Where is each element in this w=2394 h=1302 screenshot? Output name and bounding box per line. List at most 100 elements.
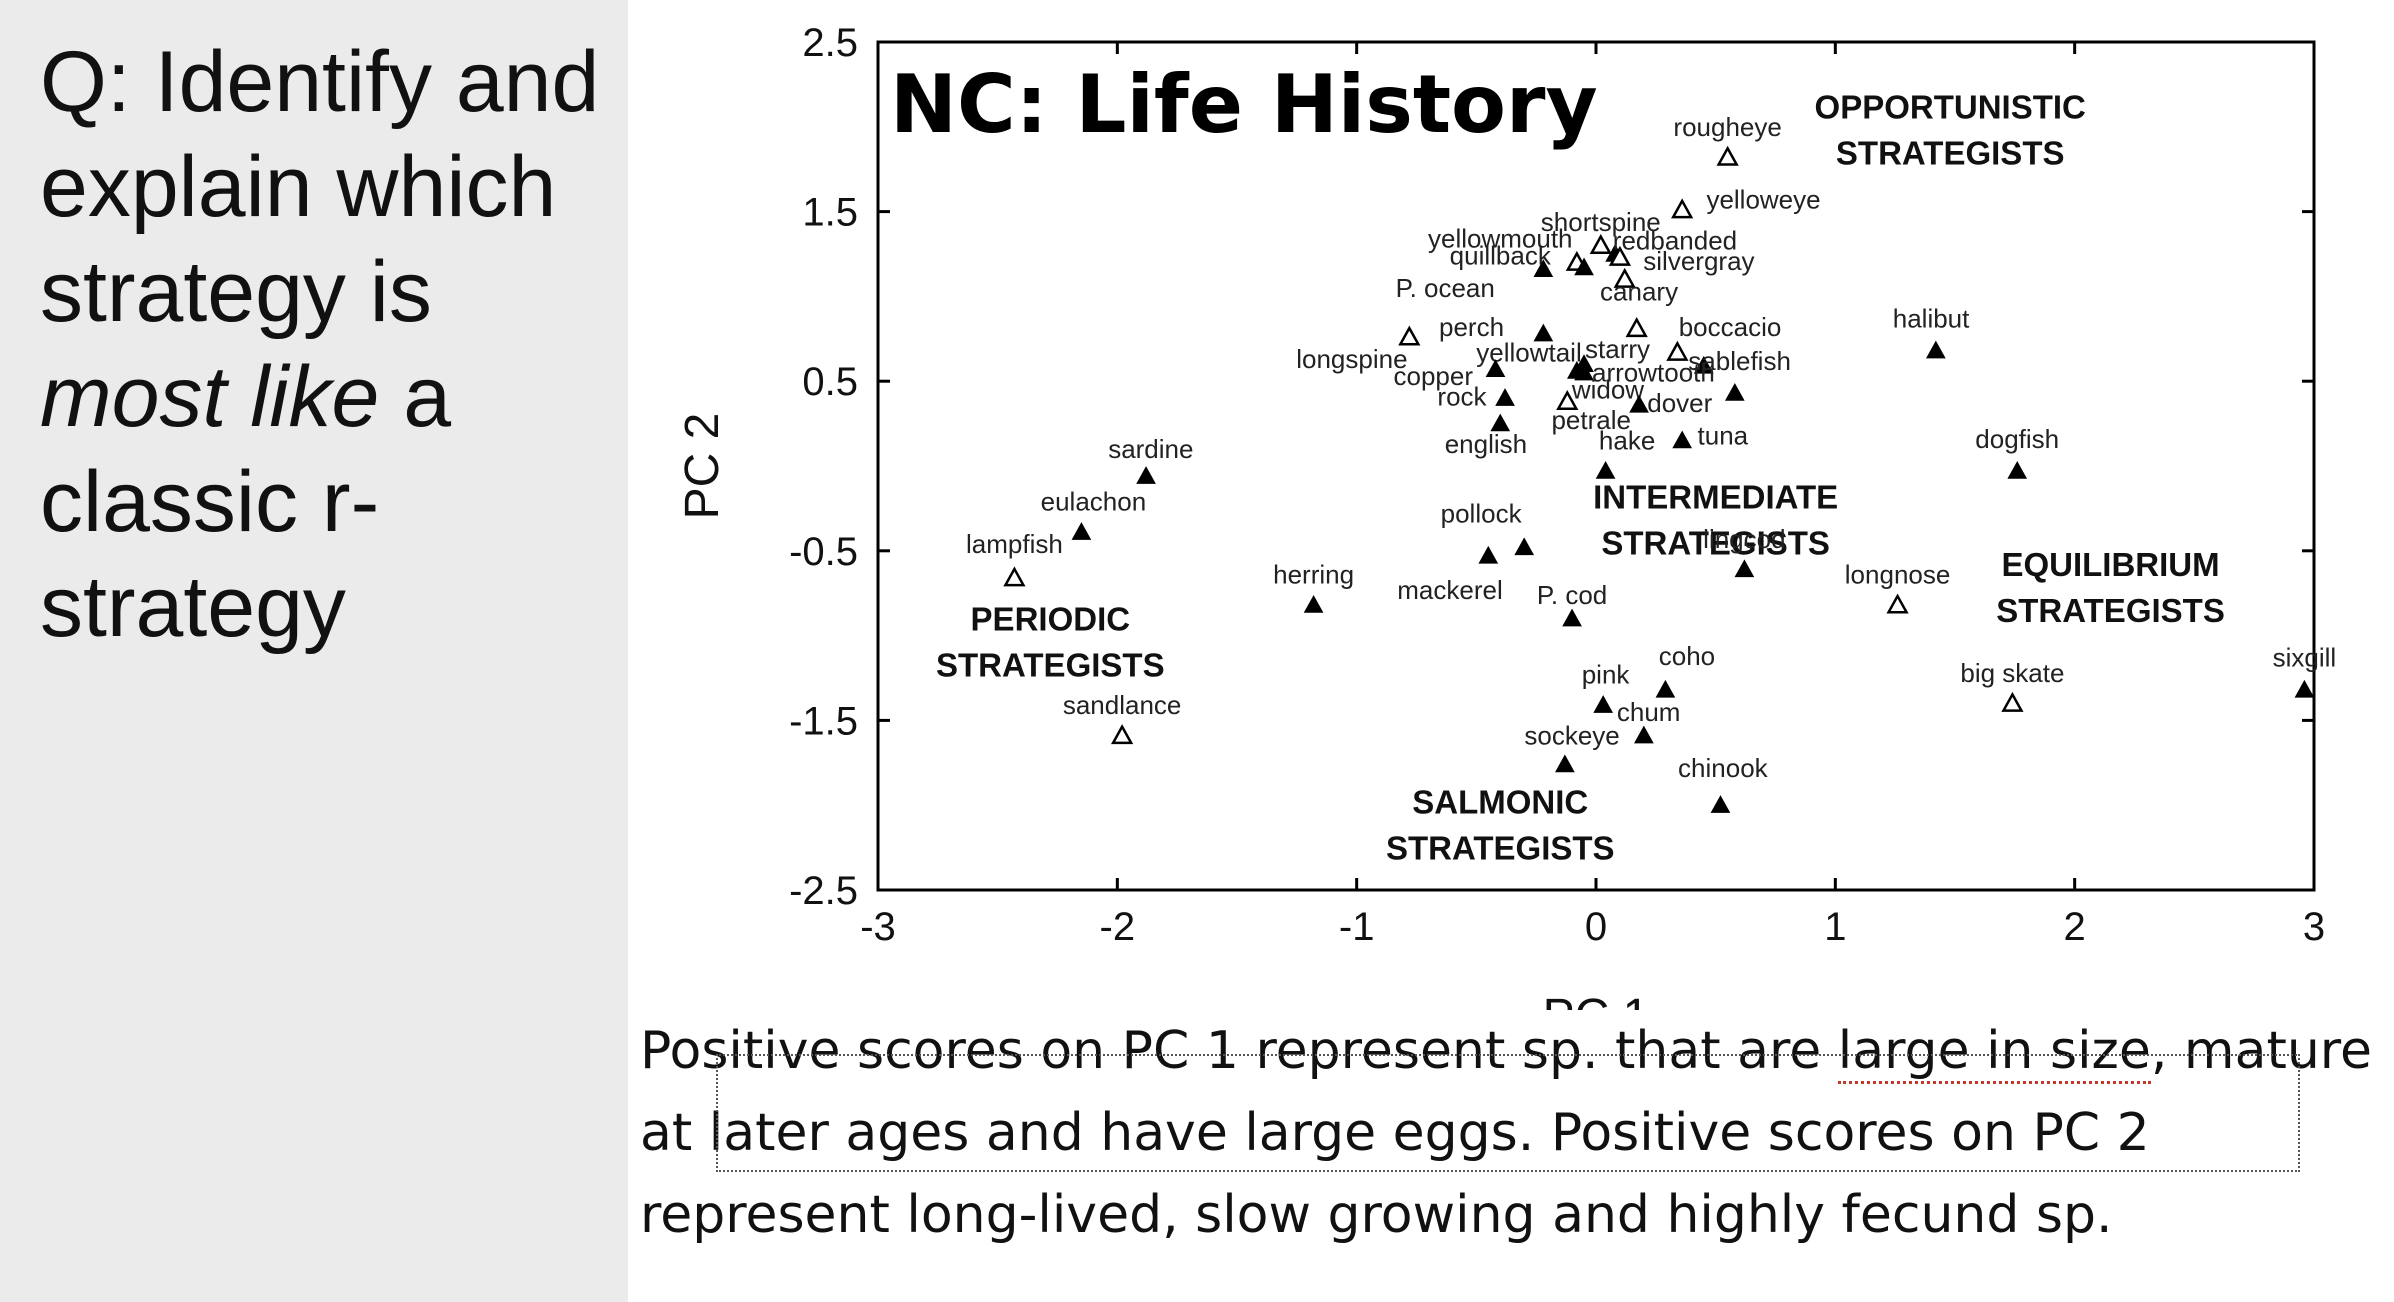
species-label: herring bbox=[1273, 560, 1354, 590]
species-point-marker bbox=[1724, 383, 1745, 401]
species-label: sardine bbox=[1108, 434, 1193, 464]
pc-explanation-caption: Positive scores on PC 1 represent sp. th… bbox=[640, 1010, 2380, 1256]
caption-part2: , mature at later ages and have large eg… bbox=[640, 1021, 2373, 1245]
strategy-group-label: OPPORTUNISTIC bbox=[1815, 88, 2086, 125]
species-label: longnose bbox=[1845, 560, 1951, 590]
species-point-marker bbox=[1003, 566, 1026, 587]
species-label: english bbox=[1445, 429, 1527, 459]
species-label: silvergray bbox=[1643, 246, 1754, 276]
y-tick-label: 0.5 bbox=[802, 360, 858, 404]
x-tick-label: -1 bbox=[1339, 905, 1375, 949]
strategy-group-label: SALMONIC bbox=[1412, 784, 1588, 821]
species-point-marker bbox=[1556, 389, 1579, 411]
species-point-marker bbox=[1666, 340, 1689, 361]
strategy-group-label: STRATEGISTS bbox=[1386, 830, 1615, 867]
species-point-marker bbox=[1595, 461, 1616, 479]
y-axis-label: PC 2 bbox=[676, 413, 729, 520]
plot-frame bbox=[876, 40, 2316, 892]
species-point-marker bbox=[1613, 267, 1636, 288]
x-tick-label: 2 bbox=[2064, 905, 2086, 949]
strategy-group-label: PERIODIC bbox=[971, 601, 1131, 638]
species-label: P. ocean bbox=[1396, 273, 1495, 303]
species-point-marker bbox=[1589, 233, 1612, 254]
species-label: sixgill bbox=[2273, 643, 2337, 673]
chart-slide-panel: -3 -2 -1 0 1 2 3 2.5 1.5 0.5 -0.5 -1.5 -2.5 PC 1 PC 2 N… bbox=[628, 0, 2394, 1302]
species-label: perch bbox=[1439, 312, 1504, 342]
y-tick-label: -2.5 bbox=[789, 869, 858, 913]
species-label: petrale bbox=[1551, 405, 1631, 435]
species-label: shortspine bbox=[1541, 207, 1661, 237]
question-text: Q: Identify and explain which strategy i… bbox=[40, 30, 620, 660]
species-point-marker bbox=[1886, 593, 1909, 614]
caption-part1: Positive scores on PC 1 represent sp. th… bbox=[640, 1021, 1838, 1081]
species-label: chinook bbox=[1678, 753, 1769, 783]
species-point-marker bbox=[2007, 461, 2028, 479]
species-label: sablefish bbox=[1688, 346, 1791, 376]
species-label: eulachon bbox=[1041, 487, 1147, 517]
species-point-marker bbox=[1672, 430, 1693, 449]
chart-title: NC: Life History bbox=[890, 58, 1598, 151]
species-point-marker bbox=[1655, 679, 1676, 698]
strategy-group-label: STRATEGISTS bbox=[1996, 592, 2225, 629]
y-tick-label: 2.5 bbox=[802, 21, 858, 65]
question-suffix: a classic r-strategy bbox=[40, 349, 452, 655]
species-point-marker bbox=[1574, 362, 1594, 381]
species-point-marker bbox=[1608, 245, 1632, 266]
species-label: yelloweye bbox=[1706, 185, 1820, 215]
species-point-marker bbox=[1671, 198, 1694, 219]
strategy-group-label: EQUILIBRIUM bbox=[2001, 546, 2219, 583]
question-emphasis: most like bbox=[40, 349, 380, 445]
species-label: pink bbox=[1582, 660, 1631, 690]
species-point-marker bbox=[1533, 323, 1554, 342]
species-label: mackerel bbox=[1397, 575, 1502, 605]
y-tick-label: -0.5 bbox=[789, 530, 858, 574]
species-label: starry bbox=[1585, 334, 1650, 364]
species-point-marker bbox=[1110, 724, 1134, 745]
species-label: big skate bbox=[1960, 658, 2064, 688]
pca-scatter-chart: -3 -2 -1 0 1 2 3 2.5 1.5 0.5 -0.5 -1.5 -2.5 PC 1 PC 2 N… bbox=[676, 21, 2337, 1010]
species-point-marker bbox=[1716, 145, 1739, 166]
species-point-marker bbox=[1734, 559, 1755, 578]
species-point-marker bbox=[1926, 340, 1946, 359]
species-label: copper bbox=[1394, 361, 1474, 391]
species-point-marker bbox=[1710, 795, 1731, 813]
species-point-marker bbox=[1514, 537, 1535, 556]
strategy-group-label: STRATEGISTS bbox=[1836, 134, 2065, 171]
species-label: sockeye bbox=[1524, 721, 1619, 751]
strategy-group-label: STRATEGISTS bbox=[1601, 524, 1830, 561]
species-label: chum bbox=[1617, 697, 1681, 727]
species-point-marker bbox=[1398, 325, 1421, 346]
species-label: pollock bbox=[1441, 498, 1523, 528]
species-label: coho bbox=[1659, 641, 1715, 671]
species-label: tuna bbox=[1698, 420, 1749, 450]
species-point-marker bbox=[1495, 388, 1515, 406]
species-label: halibut bbox=[1893, 303, 1970, 333]
species-label: dover bbox=[1647, 388, 1712, 418]
species-label: yellowtail bbox=[1476, 337, 1582, 367]
x-tick-label: 3 bbox=[2303, 905, 2325, 949]
species-label: arrowtooth bbox=[1592, 358, 1715, 388]
species-point-marker bbox=[1562, 608, 1582, 627]
x-tick-label: -3 bbox=[860, 905, 896, 949]
species-label: redbanded bbox=[1613, 225, 1737, 255]
y-tick-label: -1.5 bbox=[789, 699, 858, 743]
species-label: dogfish bbox=[1975, 424, 2059, 454]
species-point-marker bbox=[1490, 413, 1511, 432]
species-point-marker bbox=[1478, 545, 1499, 564]
species-point-marker bbox=[1485, 359, 1506, 378]
species-point-marker bbox=[1555, 754, 1575, 773]
strategy-group-label: STRATEGISTS bbox=[936, 647, 1165, 684]
species-label: longspine bbox=[1296, 344, 1407, 374]
species-label: canary bbox=[1600, 276, 1678, 306]
species-point-marker bbox=[1303, 595, 1324, 613]
species-point-marker bbox=[1634, 725, 1654, 744]
species-label: hake bbox=[1599, 426, 1655, 456]
x-tick-label: -2 bbox=[1100, 905, 1136, 949]
x-axis-label: PC 1 bbox=[1543, 990, 1650, 1010]
species-label: yellowmouth bbox=[1428, 224, 1573, 254]
question-panel: Q: Identify and explain which strategy i… bbox=[0, 0, 628, 1302]
species-label: lampfish bbox=[966, 529, 1063, 559]
species-point-marker bbox=[1574, 257, 1594, 276]
species-point-marker bbox=[2001, 691, 2024, 712]
species-point-marker bbox=[1071, 522, 1092, 540]
